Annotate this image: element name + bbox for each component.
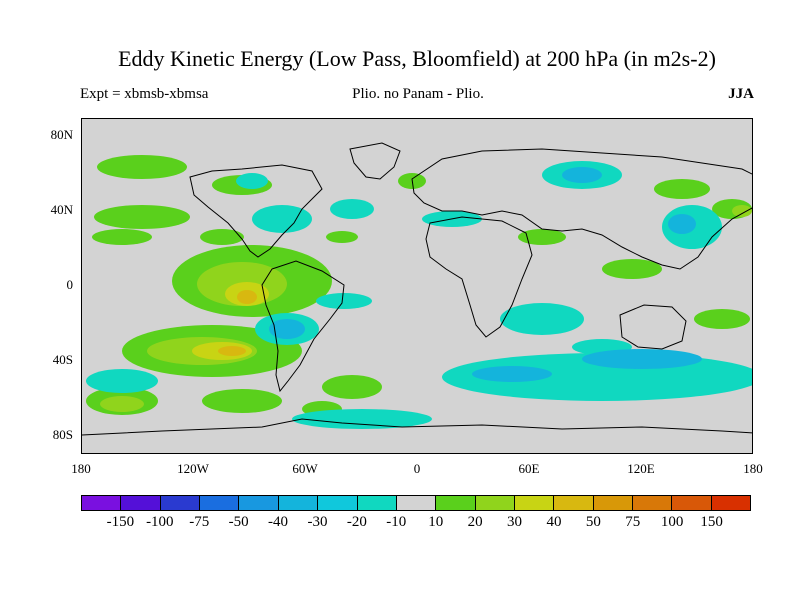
negative-region [236, 173, 268, 189]
positive-region [322, 375, 382, 399]
colorbar-swatch [475, 496, 515, 510]
negative-region [668, 214, 696, 234]
colorbar-swatch [357, 496, 397, 510]
negative-region [252, 205, 312, 233]
lat-label-equator: 0 [66, 277, 74, 292]
positive-region [237, 290, 257, 304]
colorbar-tick-label: 100 [660, 514, 684, 530]
colorbar-swatch [82, 496, 122, 510]
negative-region [500, 303, 584, 335]
colorbar-tick-label: 50 [585, 514, 601, 530]
colorbar-swatch [514, 496, 555, 510]
south-america-coast [261, 260, 345, 393]
colorbar-tick-label: -40 [268, 514, 289, 530]
colorbar-swatch [278, 496, 319, 510]
colorbar-swatch [672, 496, 712, 510]
colorbar [81, 495, 751, 511]
colorbar-tick-label: -20 [346, 514, 367, 530]
negative-region [472, 366, 552, 382]
negative-region [292, 409, 432, 429]
colorbar-tick-label: -100 [146, 514, 174, 530]
colorbar-tick-label: 10 [428, 514, 444, 530]
positive-region [92, 229, 152, 245]
positive-region [732, 205, 752, 217]
antarctica-coast [82, 418, 752, 436]
colorbar-swatch [436, 496, 476, 510]
africa-coast [425, 216, 533, 338]
positive-region [100, 396, 144, 412]
positive-region [518, 229, 566, 245]
experiment-label: Expt = xbmsb-xbmsa [80, 86, 209, 102]
eke-field-map [82, 142, 752, 436]
positive-region [200, 229, 244, 245]
australia-coast [619, 304, 687, 350]
positive-region [326, 231, 358, 243]
negative-region [562, 167, 602, 183]
colorbar-swatch [160, 496, 201, 510]
colorbar-swatch [593, 496, 634, 510]
colorbar-swatch [239, 496, 279, 510]
colorbar-swatch [711, 496, 751, 510]
map-panel [81, 118, 753, 454]
lat-label-80s: 80S [52, 427, 73, 442]
map-title: Eddy Kinetic Energy (Low Pass, Bloomfiel… [118, 46, 716, 71]
lon-label-60w: 60W [292, 461, 318, 476]
comparison-label: Plio. no Panam - Plio. [352, 86, 484, 102]
colorbar-swatch [121, 496, 161, 510]
colorbar-tick-label: -75 [189, 514, 210, 530]
lon-label-0: 0 [413, 461, 421, 476]
colorbar-tick-label: 30 [507, 514, 523, 530]
lat-label-40s: 40S [52, 352, 73, 367]
lat-label-40n: 40N [50, 202, 73, 217]
season-label: JJA [728, 86, 754, 102]
colorbar-swatch [200, 496, 240, 510]
colorbar-tick-label: 150 [700, 514, 723, 530]
negative-region [582, 349, 702, 369]
lon-label-120e: 120E [627, 461, 655, 476]
colorbar-tick-label: 20 [467, 514, 483, 530]
colorbar-swatch [318, 496, 358, 510]
coastlines [82, 142, 752, 436]
lon-label-180w: 180 [71, 461, 91, 476]
colorbar-tick-label: -30 [307, 514, 328, 530]
negative-region [316, 293, 372, 309]
lon-label-180e: 180 [743, 461, 763, 476]
positive-anomaly-regions [86, 155, 752, 417]
colorbar-swatch [633, 496, 673, 510]
positive-region [694, 309, 750, 329]
positive-region [602, 259, 662, 279]
lon-label-60e: 60E [518, 461, 540, 476]
colorbar-tick-label: -50 [228, 514, 249, 530]
negative-region [86, 369, 158, 393]
colorbar-tick-label: 75 [625, 514, 641, 530]
lat-label-80n: 80N [50, 127, 73, 142]
colorbar-tick-label: -150 [106, 514, 135, 530]
north-america-coast [189, 164, 323, 258]
negative-region [330, 199, 374, 219]
positive-region [654, 179, 710, 199]
colorbar-tick-label: 40 [546, 514, 562, 530]
lon-label-120w: 120W [177, 461, 209, 476]
positive-region [218, 346, 246, 356]
colorbar-tick-label: -10 [386, 514, 407, 530]
negative-region [269, 319, 305, 339]
greenland-coast [349, 142, 401, 180]
positive-region [202, 389, 282, 413]
positive-region [94, 205, 190, 229]
eurasia-coast [411, 148, 752, 270]
colorbar-swatch [396, 496, 437, 510]
positive-region [97, 155, 187, 179]
colorbar-swatch [554, 496, 594, 510]
